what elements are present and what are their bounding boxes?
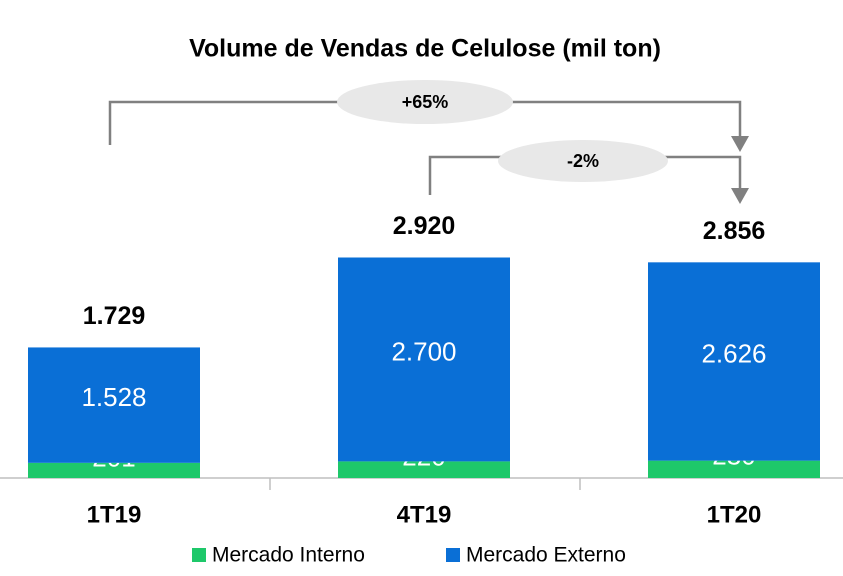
bar-segment (648, 262, 820, 461)
bar-segment (28, 347, 200, 463)
total-label: 2.856 (703, 217, 766, 245)
total-label: 2.920 (393, 212, 456, 240)
legend-swatch (192, 548, 206, 562)
x-tick-label: 4T19 (397, 501, 452, 528)
chart-title: Volume de Vendas de Celulose (mil ton) (189, 35, 661, 63)
bar-segment (338, 257, 510, 462)
bar-segment (28, 462, 200, 478)
legend-swatch (446, 548, 460, 562)
legend-label: Mercado Interno (212, 544, 365, 567)
bar-segment (648, 460, 820, 478)
value-label: 2.700 (391, 336, 456, 366)
value-label: 2.626 (701, 338, 766, 368)
annotation-bubble (337, 80, 513, 124)
legend-label: Mercado Externo (466, 544, 626, 567)
annotation: +65% (402, 92, 449, 112)
x-tick-label: 1T19 (87, 501, 142, 528)
arrow-head (731, 188, 749, 204)
x-tick-label: 1T20 (707, 501, 762, 528)
annotation-bubble (498, 140, 668, 182)
annotation: -2% (567, 151, 599, 171)
total-label: 1.729 (83, 302, 146, 330)
arrow-head (731, 136, 749, 152)
bar-segment (338, 461, 510, 478)
value-label: 1.528 (81, 382, 146, 412)
